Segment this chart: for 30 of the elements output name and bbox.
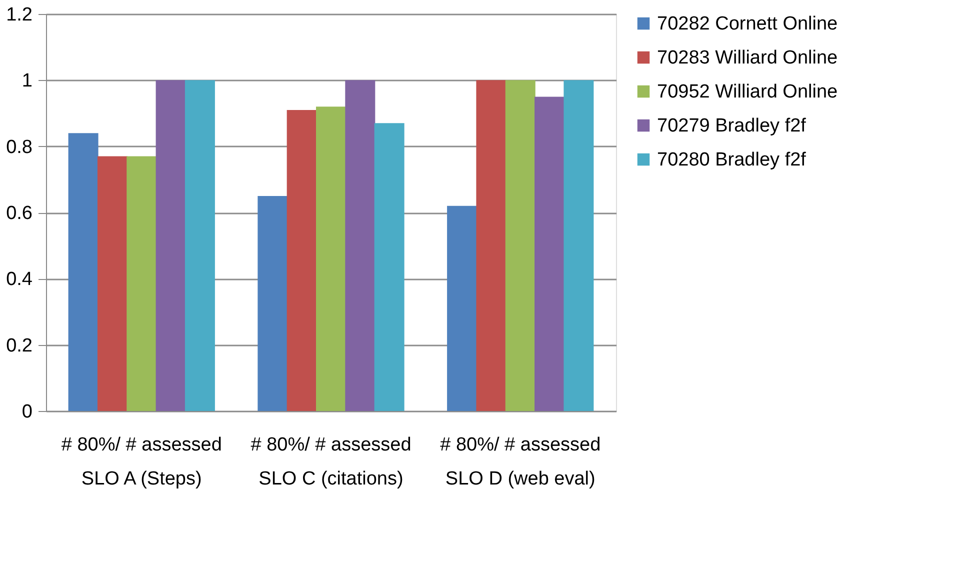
bar: [476, 80, 506, 411]
bar: [505, 80, 536, 411]
legend-label: 70280 Bradley f2f: [657, 150, 807, 170]
y-tick-label: 0.4: [6, 269, 33, 290]
y-tick-label: 1: [22, 70, 32, 92]
bar: [345, 80, 376, 411]
bar: [258, 196, 288, 411]
bar: [564, 80, 594, 411]
legend-label: 70283 Williard Online: [657, 48, 838, 68]
legend-label: 70279 Bradley f2f: [657, 116, 807, 136]
legend-label: 70952 Williard Online: [657, 82, 838, 102]
bar: [534, 96, 565, 411]
bar: [156, 80, 186, 411]
bar: [68, 133, 98, 411]
bar: [316, 106, 346, 411]
x-tick-label: # 80%/ # assessed SLO D (web eval): [440, 434, 601, 490]
bar: [184, 80, 215, 411]
bar: [126, 156, 157, 411]
x-tick-label: # 80%/ # assessed SLO A (Steps): [61, 434, 222, 490]
bar: [286, 110, 317, 411]
legend-label: 70282 Cornett Online: [657, 14, 838, 34]
y-tick-label: 0.2: [6, 335, 32, 356]
y-tick-label: 0.8: [6, 136, 32, 158]
y-tick-label: 1.2: [6, 4, 32, 26]
x-tick-label: # 80%/ # assessed SLO C (citations): [250, 434, 412, 490]
bar: [374, 123, 404, 411]
bar: [97, 156, 128, 411]
y-tick-label: 0: [22, 402, 32, 422]
y-tick-label: 0.6: [6, 203, 32, 224]
bar: [447, 206, 478, 411]
